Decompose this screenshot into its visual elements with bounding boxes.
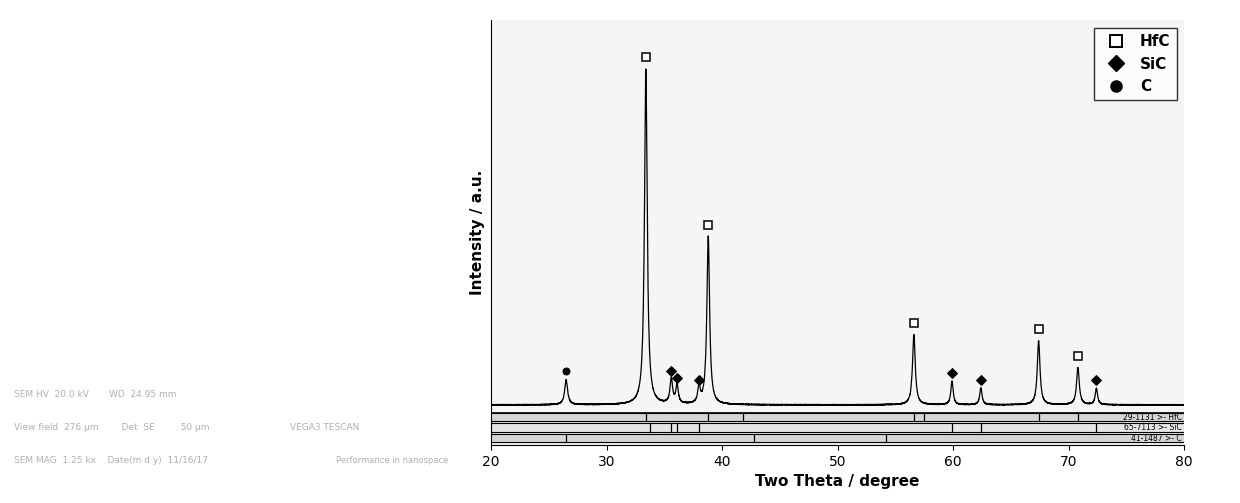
X-axis label: Two Theta / degree: Two Theta / degree	[755, 474, 920, 489]
Y-axis label: Intensity / a.u.: Intensity / a.u.	[470, 170, 486, 295]
Text: View field  276 μm        Det  SE         50 μm: View field 276 μm Det SE 50 μm	[14, 423, 210, 432]
Bar	[491, 434, 1184, 442]
Text: Performance in nanospace: Performance in nanospace	[336, 456, 448, 465]
Legend: HfC, SiC, C: HfC, SiC, C	[1094, 28, 1177, 100]
Text: 29-1131 >- HfC: 29-1131 >- HfC	[1123, 413, 1182, 422]
Bar	[491, 413, 1184, 422]
Text: 65-7113 >- SiC: 65-7113 >- SiC	[1125, 423, 1182, 432]
Text: SEM HV  20.0 kV       WD  24.95 mm: SEM HV 20.0 kV WD 24.95 mm	[14, 390, 176, 399]
Text: VEGA3 TESCAN: VEGA3 TESCAN	[290, 423, 360, 432]
Text: 41-1487 >- C: 41-1487 >- C	[1131, 434, 1182, 443]
Text: SEM MAG  1.25 kx    Date(m d y)  11/16/17: SEM MAG 1.25 kx Date(m d y) 11/16/17	[14, 456, 208, 465]
Bar	[491, 423, 1184, 432]
